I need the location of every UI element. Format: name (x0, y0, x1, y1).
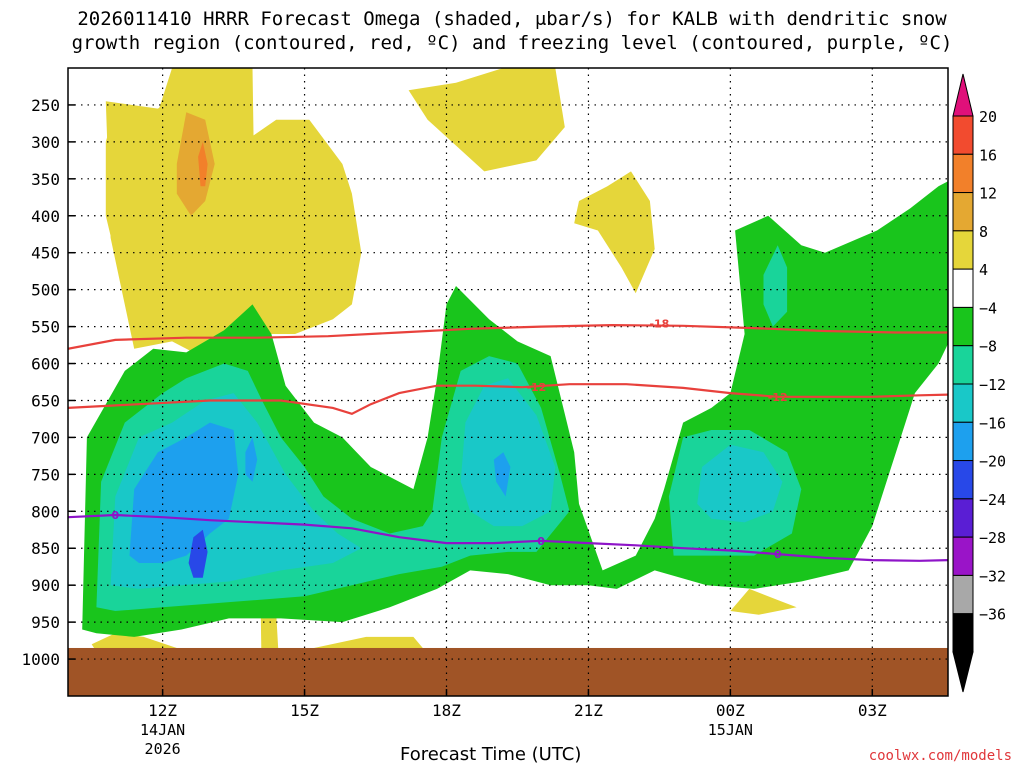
colorbar-bottom-arrow (952, 651, 974, 693)
plot-area: -18 -12 -12 0 0 0 (68, 68, 948, 696)
omega-region-upper-gold (176, 112, 215, 216)
contour-label: 0 (537, 535, 545, 548)
colorbar-swatch (952, 268, 974, 308)
credit-text: coolwx.com/models (868, 748, 1012, 764)
colorbar-swatch (952, 383, 974, 423)
x-tick-date-label: 15JAN (708, 721, 753, 739)
omega-region-cyan-east (697, 444, 783, 523)
colorbar-swatch (952, 460, 974, 500)
y-tick-label: 300 (31, 133, 60, 152)
omega-region-cyan-mid (460, 378, 556, 527)
colorbar-label: −28 (979, 529, 1006, 547)
colorbar-swatch (952, 230, 974, 270)
contour-label: 0 (111, 509, 119, 522)
colorbar-swatch (952, 345, 974, 385)
y-tick-label: 900 (31, 576, 60, 595)
omega-region-blue-small-2 (493, 452, 511, 497)
colorbar-label: −20 (979, 453, 1006, 471)
contour-line-dgz (68, 323, 948, 350)
x-tick-date-label: 14JAN (140, 721, 185, 739)
colorbar-swatch (952, 421, 974, 462)
colorbar-swatch (952, 536, 974, 576)
colorbar-label: 4 (979, 261, 988, 279)
x-tick-label: 12Z (148, 701, 177, 720)
colorbar-label: −32 (979, 567, 1006, 585)
colorbar-top-arrow (952, 73, 974, 117)
y-tick-label: 800 (31, 502, 60, 521)
colorbar-label: 16 (979, 146, 997, 164)
chart-title-line-1: 2026011410 HRRR Forecast Omega (shaded, … (77, 8, 947, 30)
colorbar-swatch (952, 153, 974, 194)
x-tick-year-label: 2026 (145, 740, 181, 758)
colorbar-label: −12 (979, 376, 1006, 394)
colorbar-label: −16 (979, 414, 1006, 432)
colorbar-swatch (952, 498, 974, 538)
y-tick-label: 400 (31, 207, 60, 226)
y-tick-label: 250 (31, 96, 60, 115)
contour-line-freezing-level (68, 513, 948, 562)
x-tick-label: 00Z (716, 701, 745, 720)
colorbar-label: −36 (979, 606, 1006, 624)
colorbar-label: 8 (979, 223, 988, 241)
chart-title-line-2: growth region (contoured, red, ºC) and f… (71, 32, 953, 54)
contour-label: -12 (768, 391, 788, 404)
colorbar-label: −24 (979, 491, 1006, 509)
colorbar-swatch (952, 574, 974, 615)
plot-frame (67, 67, 949, 697)
colorbar-label: −4 (979, 299, 997, 317)
omega-region-blue-small-1 (245, 437, 258, 482)
y-tick-label: 1000 (21, 650, 60, 669)
y-tick-label: 950 (31, 613, 60, 632)
omega-region-upper-yellow-main (105, 68, 362, 334)
omega-region-low-yellow-3 (730, 588, 797, 615)
omega-region-mid-yellow (574, 171, 655, 294)
y-tick-label: 650 (31, 391, 60, 410)
colorbar-swatch (952, 192, 974, 232)
contour-label: -18 (649, 318, 669, 331)
omega-region-low-yellow-1 (91, 633, 177, 652)
x-tick-label: 15Z (290, 701, 319, 720)
x-tick-label: 03Z (858, 701, 887, 720)
omega-region-darkblue-core (188, 529, 208, 578)
omega-region-upper-yellow-2 (408, 68, 565, 172)
x-axis-label: Forecast Time (UTC) (400, 744, 582, 765)
y-tick-label: 550 (31, 318, 60, 337)
contour-label: 0 (774, 548, 782, 561)
omega-region-teal-upper-east (763, 245, 788, 327)
x-tick-label: 21Z (574, 701, 603, 720)
colorbar-label: 12 (979, 185, 997, 203)
y-tick-label: 850 (31, 539, 60, 558)
contour-label: -12 (526, 381, 546, 394)
colorbar-swatch (952, 115, 974, 155)
y-tick-label: 700 (31, 428, 60, 447)
ground-fill (68, 647, 948, 696)
contour-line-dgz (68, 383, 948, 415)
omega-region-upper-orange (198, 141, 208, 187)
y-tick-label: 450 (31, 244, 60, 263)
y-tick-label: 750 (31, 465, 60, 484)
colorbar-swatch (952, 613, 974, 653)
colorbar-label: −8 (979, 338, 997, 356)
y-tick-label: 350 (31, 170, 60, 189)
x-tick-label: 18Z (432, 701, 461, 720)
colorbar-swatch (952, 306, 974, 347)
y-tick-label: 500 (31, 281, 60, 300)
omega-region-blue-main (129, 422, 239, 563)
y-tick-label: 600 (31, 355, 60, 374)
colorbar-label: 20 (979, 108, 997, 126)
